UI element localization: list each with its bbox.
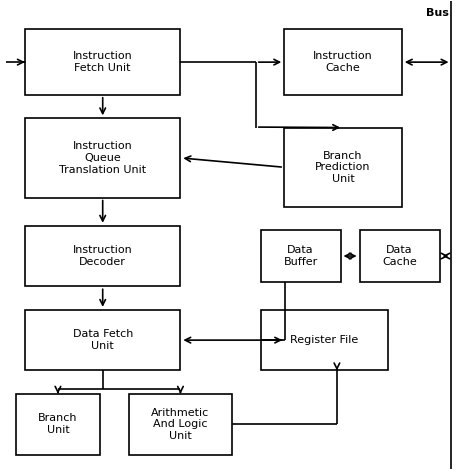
Text: Instruction
Queue
Translation Unit: Instruction Queue Translation Unit <box>59 141 146 174</box>
Text: Data Fetch
Unit: Data Fetch Unit <box>73 329 133 351</box>
Bar <box>284 30 402 95</box>
Text: Instruction
Decoder: Instruction Decoder <box>73 245 133 267</box>
Bar <box>25 310 181 370</box>
Bar <box>359 230 439 282</box>
Bar <box>16 394 100 454</box>
Text: Branch
Prediction
Unit: Branch Prediction Unit <box>315 151 371 184</box>
Bar <box>261 230 341 282</box>
Text: Register File: Register File <box>290 335 358 345</box>
Text: Data
Buffer: Data Buffer <box>283 245 318 267</box>
Text: Instruction
Cache: Instruction Cache <box>313 51 373 73</box>
Bar <box>128 394 232 454</box>
Bar <box>284 127 402 207</box>
Bar <box>25 226 181 286</box>
Bar <box>25 118 181 197</box>
Text: Arithmetic
And Logic
Unit: Arithmetic And Logic Unit <box>151 407 210 441</box>
Text: Branch
Unit: Branch Unit <box>38 414 78 435</box>
Bar <box>261 310 388 370</box>
Text: Data
Cache: Data Cache <box>382 245 417 267</box>
Text: Instruction
Fetch Unit: Instruction Fetch Unit <box>73 51 133 73</box>
Bar <box>25 30 181 95</box>
Text: Bus: Bus <box>426 8 449 18</box>
